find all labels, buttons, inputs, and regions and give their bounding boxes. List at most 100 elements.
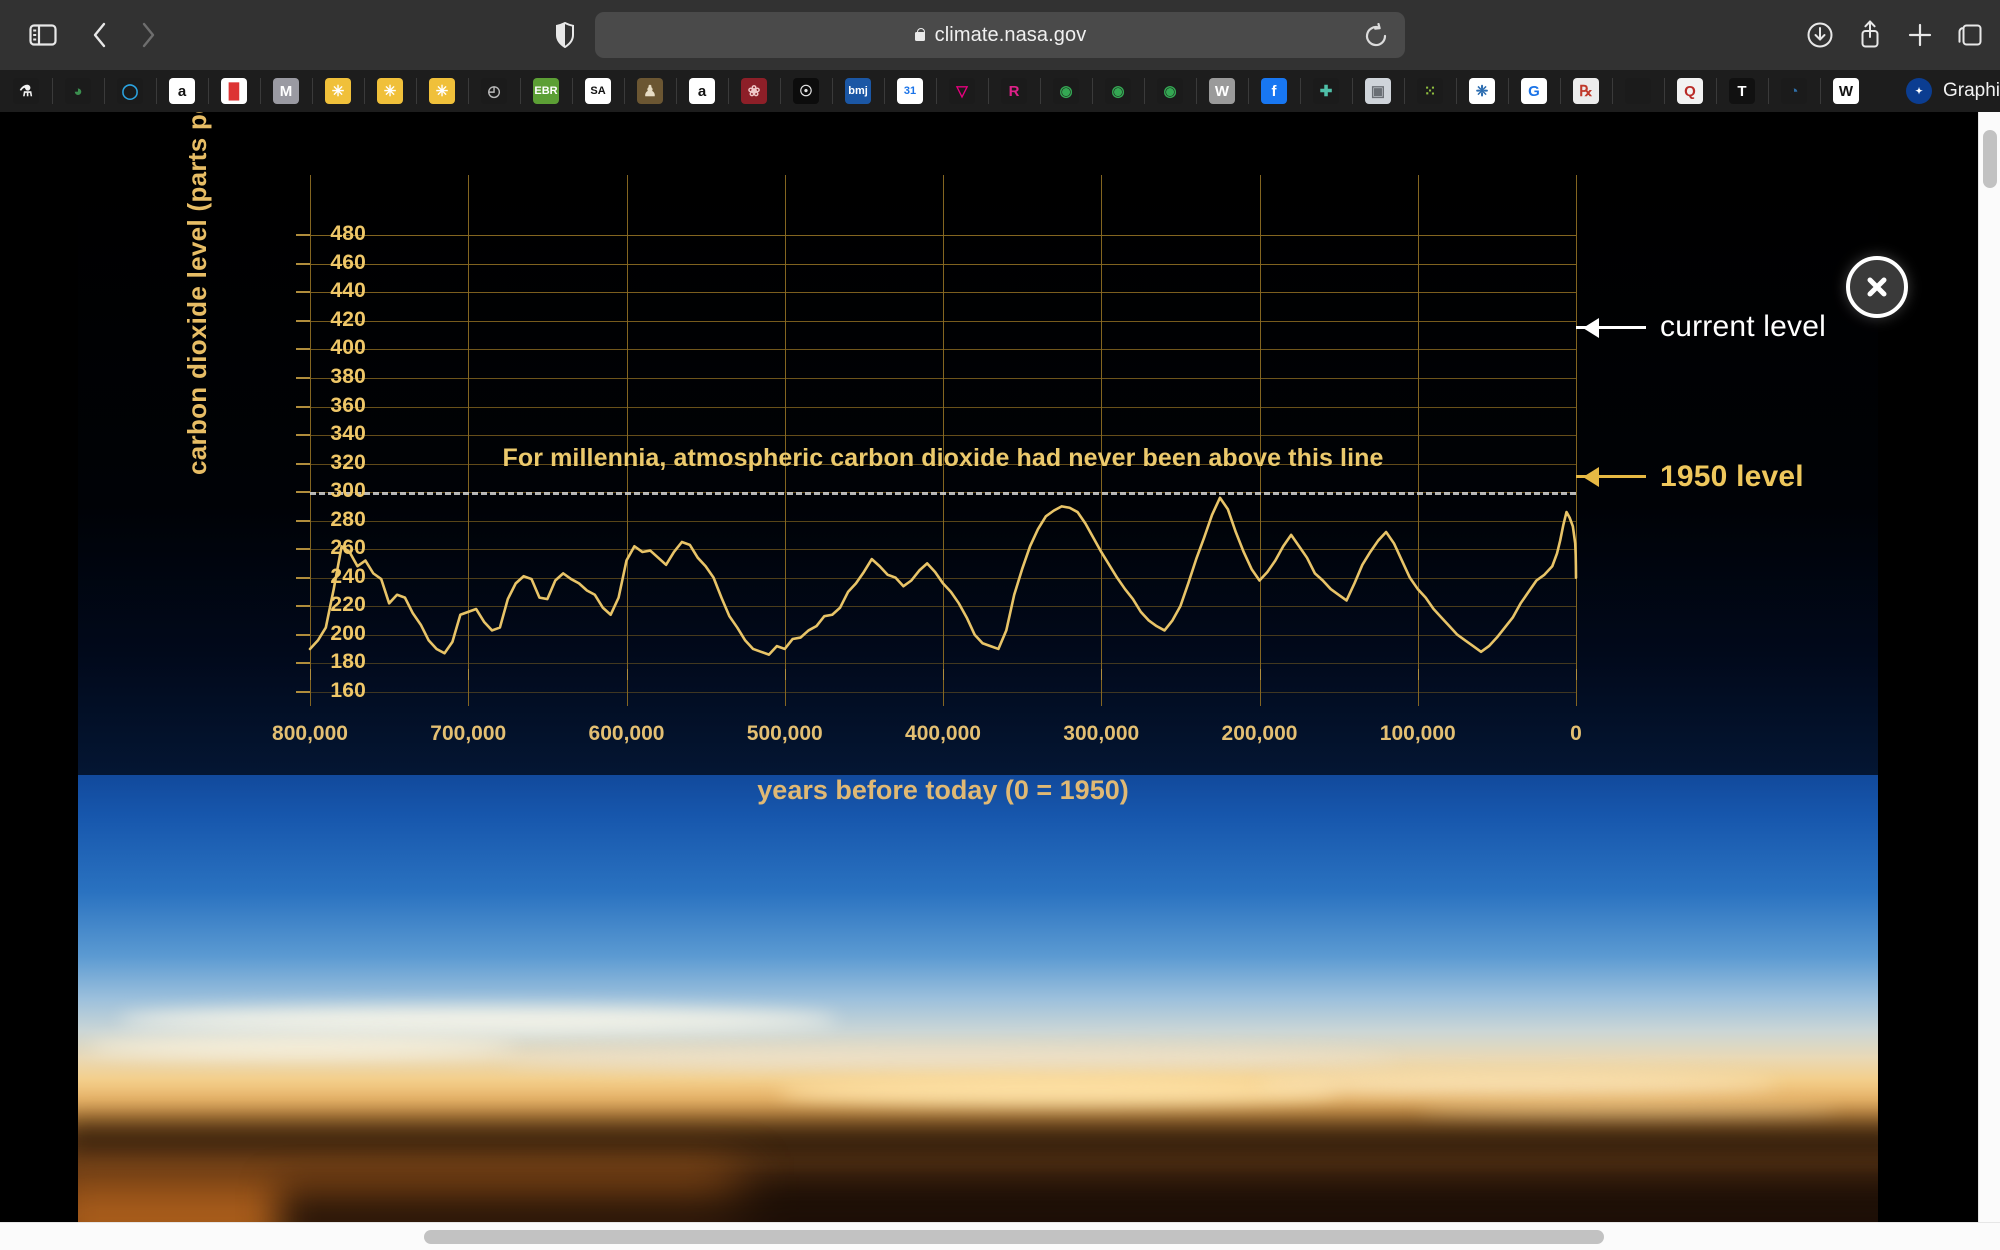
x-tick-mark xyxy=(1101,669,1103,680)
internet-archive-favicon: ⚗ xyxy=(13,78,39,104)
url-text: climate.nasa.gov xyxy=(934,23,1087,46)
y-tick-mark xyxy=(296,690,310,693)
privacy-shield-icon[interactable] xyxy=(545,14,585,56)
bookmark-item[interactable] xyxy=(1612,70,1664,112)
back-button[interactable] xyxy=(80,14,120,56)
blank-favicon xyxy=(1625,78,1651,104)
bookmark-item[interactable]: T xyxy=(1716,70,1768,112)
bookmark-item[interactable]: ❀ xyxy=(728,70,780,112)
x-tick-label: 500,000 xyxy=(746,722,823,745)
bookmark-item[interactable]: ⚗ xyxy=(0,70,52,112)
bookmark-item[interactable]: ✳ xyxy=(416,70,468,112)
y-tick-mark xyxy=(296,491,310,494)
y-tick-mark xyxy=(296,405,310,408)
y-tick-label: 200 xyxy=(330,621,366,645)
bookmark-item[interactable]: EBR xyxy=(520,70,572,112)
bookmark-item[interactable]: a xyxy=(676,70,728,112)
gridline-vertical xyxy=(1101,175,1103,706)
tab-overview-icon[interactable] xyxy=(1950,14,1990,56)
image-viewer-page: carbon dioxide level (parts per million)… xyxy=(0,112,1978,1222)
bmj-favicon: bmj xyxy=(845,78,871,104)
bookmark-folder-graphics[interactable]: ✦ Graphic... xyxy=(1906,78,2000,104)
bookmark-item[interactable]: 31 xyxy=(884,70,936,112)
new-tab-icon[interactable] xyxy=(1900,14,1940,56)
current-level-label: current level xyxy=(1660,310,1827,344)
bookmark-item[interactable]: ◉ xyxy=(1144,70,1196,112)
co2-chart: carbon dioxide level (parts per million)… xyxy=(78,112,1878,1222)
bookmark-item[interactable]: W xyxy=(1820,70,1872,112)
gridline-vertical xyxy=(468,175,470,706)
bookmark-item[interactable]: SA xyxy=(572,70,624,112)
address-bar[interactable]: climate.nasa.gov xyxy=(595,12,1405,58)
x-tick-label: 300,000 xyxy=(1063,722,1140,745)
bookmark-item[interactable]: ◉ xyxy=(1092,70,1144,112)
y-tick-mark xyxy=(296,605,310,608)
bookmark-item[interactable]: bmj xyxy=(832,70,884,112)
bookmark-item[interactable]: a xyxy=(156,70,208,112)
bookmark-item[interactable]: ◯ xyxy=(104,70,156,112)
bookmark-item[interactable]: W xyxy=(1196,70,1248,112)
y-tick-mark xyxy=(296,434,310,437)
bookmark-item[interactable]: G xyxy=(1508,70,1560,112)
x-tick-mark xyxy=(1259,669,1261,680)
y-tick-label: 300 xyxy=(330,479,366,503)
vertical-scrollbar[interactable] xyxy=(1978,112,2000,1222)
bookmark-item[interactable]: ♟ xyxy=(624,70,676,112)
bookmark-item[interactable]: ☉ xyxy=(780,70,832,112)
nasa-meatball-icon: ✦ xyxy=(1906,78,1932,104)
google-news-favicon: G xyxy=(1521,78,1547,104)
share-icon[interactable] xyxy=(1850,12,1890,56)
teal-cross-favicon: ✚ xyxy=(1313,78,1339,104)
ebr-favicon: EBR xyxy=(533,78,559,104)
y-tick-label: 440 xyxy=(330,279,366,303)
google-maps-pin-favicon-1: ◉ xyxy=(1053,78,1079,104)
google-calendar-favicon: 31 xyxy=(897,78,923,104)
y-tick-label: 460 xyxy=(330,250,366,274)
bookmark-item[interactable]: ⁙ xyxy=(1404,70,1456,112)
bookmark-item[interactable]: ◉ xyxy=(1040,70,1092,112)
wikipedia-favicon: W xyxy=(1833,78,1859,104)
reload-icon[interactable] xyxy=(1363,23,1389,49)
horizontal-scrollbar-thumb[interactable] xyxy=(424,1230,1604,1244)
x-tick-mark xyxy=(1417,669,1419,680)
downloads-icon[interactable] xyxy=(1800,14,1840,56)
y-tick-label: 320 xyxy=(330,450,366,474)
google-maps-pin-favicon-3: ◉ xyxy=(1157,78,1183,104)
bookmark-item[interactable]: ✚ xyxy=(1300,70,1352,112)
y-tick-label: 340 xyxy=(330,422,366,446)
bookmark-item[interactable]: Q xyxy=(1664,70,1716,112)
forward-button[interactable] xyxy=(128,14,168,56)
google-maps-pin-favicon-2: ◉ xyxy=(1105,78,1131,104)
bookmark-item[interactable]: ◕ xyxy=(52,70,104,112)
bookmark-item[interactable]: M xyxy=(260,70,312,112)
address-bar-content: climate.nasa.gov xyxy=(914,24,1087,47)
sidebar-toggle-icon[interactable] xyxy=(22,14,64,56)
bookmark-item[interactable]: ◴ xyxy=(468,70,520,112)
close-icon[interactable] xyxy=(1846,256,1908,318)
bookmark-item[interactable]: R xyxy=(988,70,1040,112)
browser-toolbar: climate.nasa.gov xyxy=(0,0,2000,70)
bookmark-item[interactable]: ▣ xyxy=(1352,70,1404,112)
bookmark-item[interactable]: ✳ xyxy=(364,70,416,112)
bookmark-item[interactable]: ✳ xyxy=(312,70,364,112)
bookmark-item[interactable]: f xyxy=(1248,70,1300,112)
vertical-scrollbar-thumb[interactable] xyxy=(1983,130,1997,188)
bookmark-item[interactable]: ℞ xyxy=(1560,70,1612,112)
bookmark-item[interactable]: ▽ xyxy=(936,70,988,112)
reference-line-1950 xyxy=(310,492,1576,496)
x-tick-label: 600,000 xyxy=(588,722,665,745)
x-tick-label: 0 xyxy=(1570,722,1582,745)
y-tick-label: 480 xyxy=(330,222,366,246)
rx-favicon: ℞ xyxy=(1573,78,1599,104)
y-tick-label: 260 xyxy=(330,536,366,560)
bookmark-item[interactable]: ❈ xyxy=(1456,70,1508,112)
arrow-left-icon xyxy=(1576,467,1646,488)
y-tick-label: 160 xyxy=(330,678,366,702)
co2-line-path xyxy=(308,496,1578,656)
x-tick-mark xyxy=(626,669,628,680)
bookmark-item[interactable]: ◔ xyxy=(1768,70,1820,112)
horizontal-scrollbar[interactable] xyxy=(0,1222,2000,1250)
bookmark-item[interactable]: █ xyxy=(208,70,260,112)
